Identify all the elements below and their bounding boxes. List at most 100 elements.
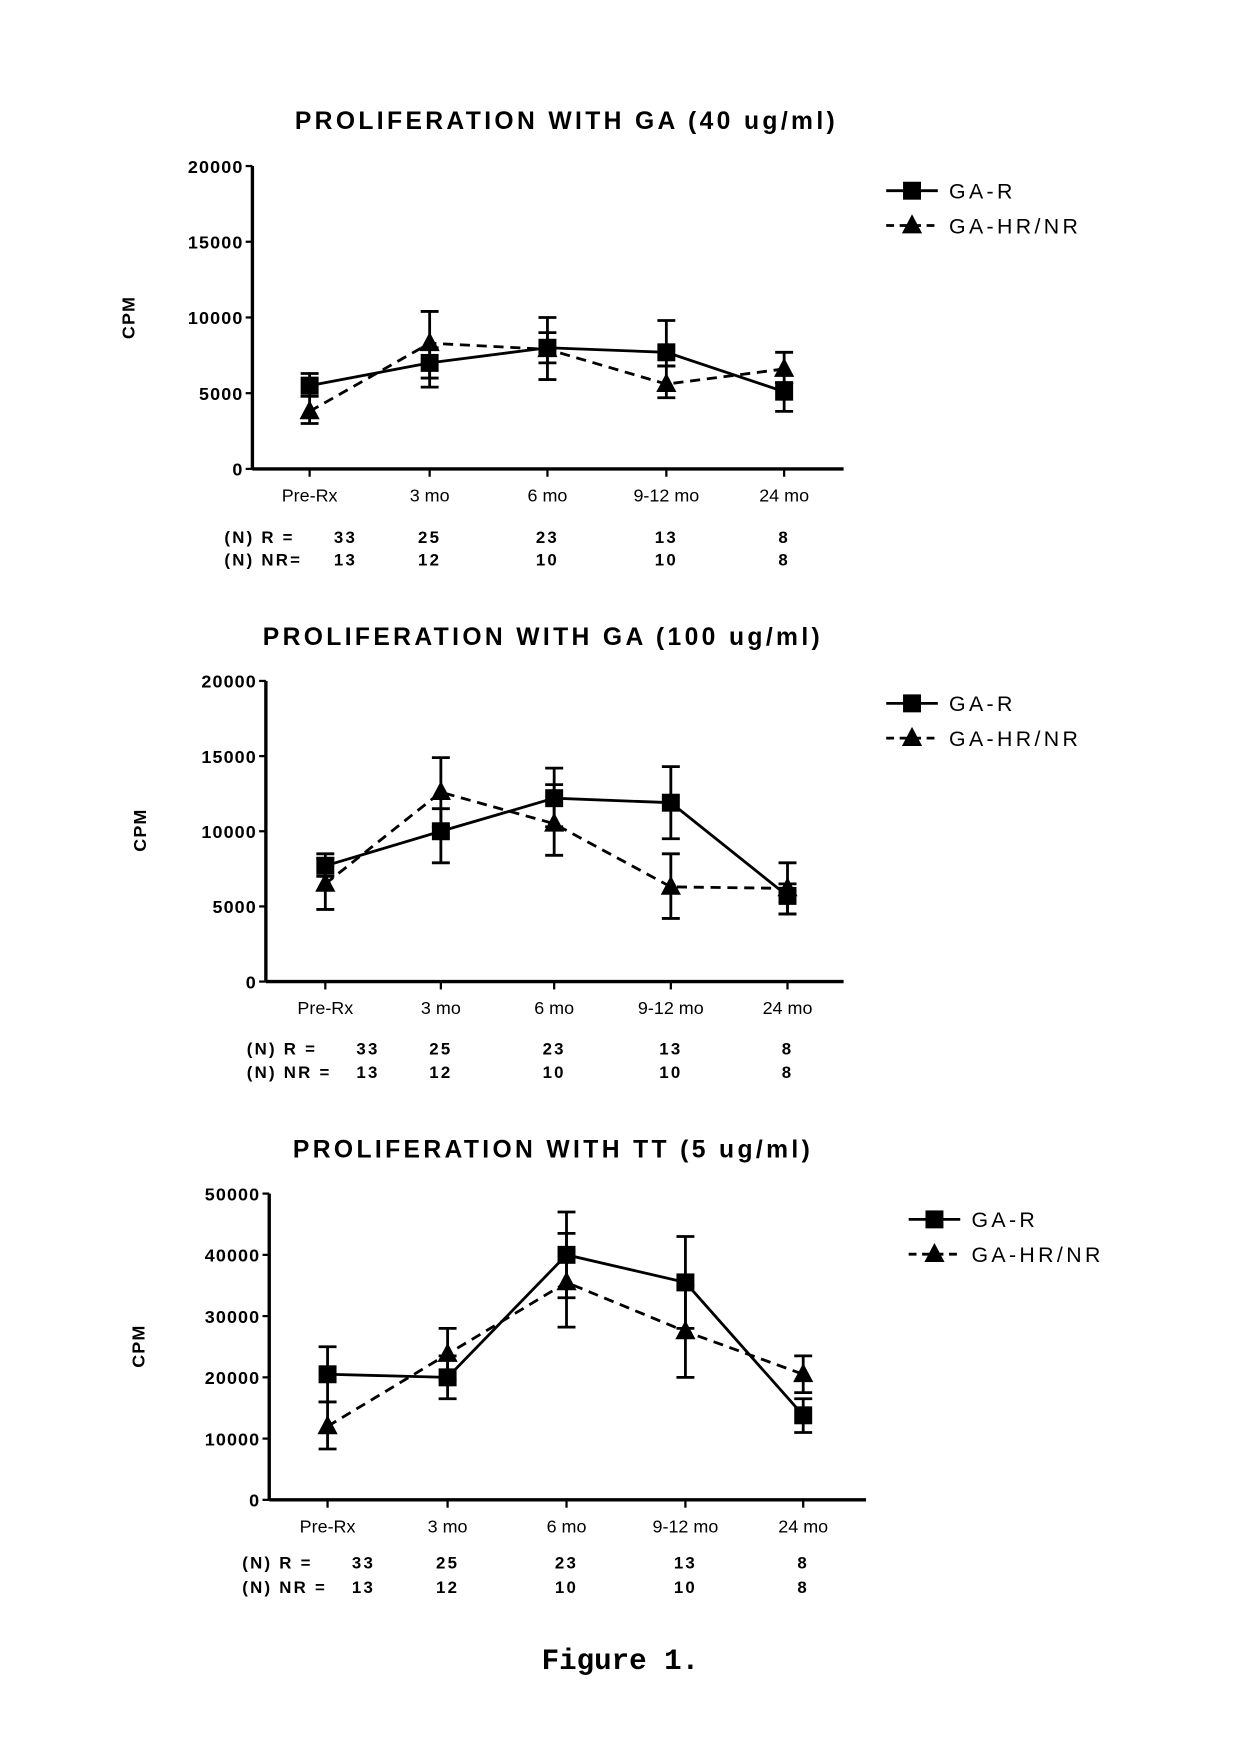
- data-point-triangle: [675, 1320, 696, 1340]
- n-row-value: 25: [429, 1039, 452, 1058]
- series-line-ga-r: [324, 796, 789, 897]
- n-row-label: (N) R =: [224, 528, 294, 547]
- figure-caption: Figure 1.: [542, 1645, 699, 1678]
- n-row-label: (N) R =: [247, 1039, 317, 1058]
- data-point-triangle: [437, 1342, 458, 1362]
- data-point-triangle: [315, 872, 336, 892]
- data-point-square: [300, 376, 319, 395]
- data-point-triangle: [793, 1363, 814, 1383]
- x-tick-label: Pre-Rx: [300, 1516, 356, 1536]
- data-point-square: [657, 343, 676, 362]
- n-row-value: 13: [659, 1039, 682, 1058]
- legend-triangle-icon: [901, 726, 923, 746]
- chart-title: PROLIFERATION WITH GA (40 ug/ml): [295, 108, 838, 135]
- n-row-value: 8: [797, 1553, 809, 1572]
- x-tick-label: 9-12 mo: [653, 1516, 719, 1536]
- x-tick-label: 6 mo: [534, 998, 574, 1018]
- legend-square-icon: [903, 694, 921, 713]
- n-row-value: 25: [418, 528, 441, 547]
- y-tick-label: 10000: [201, 822, 257, 842]
- y-tick-label: 0: [232, 460, 243, 480]
- n-row-value: 8: [778, 528, 790, 547]
- n-row-value: 13: [334, 550, 357, 569]
- n-row-label: (N) NR =: [247, 1063, 332, 1082]
- n-row-value: 10: [655, 550, 678, 569]
- data-point-square: [676, 1273, 695, 1292]
- x-tick-label: 3 mo: [421, 998, 461, 1018]
- legend-label: GA-R: [949, 180, 1016, 204]
- y-tick-label: 15000: [188, 232, 244, 252]
- n-row-value: 25: [436, 1553, 459, 1572]
- n-row-value: 8: [782, 1039, 794, 1058]
- x-tick-label: 24 mo: [759, 485, 809, 505]
- y-tick-label: 10000: [205, 1429, 260, 1449]
- x-tick-label: 6 mo: [527, 485, 567, 505]
- data-point-triangle: [419, 331, 440, 352]
- data-point-triangle: [777, 877, 798, 897]
- y-axis-label: CPM: [119, 296, 139, 339]
- n-row-value: 33: [356, 1039, 379, 1058]
- n-row-value: 23: [555, 1553, 578, 1572]
- legend-triangle-icon: [901, 214, 923, 234]
- data-point-triangle: [556, 1271, 577, 1291]
- x-tick-label: 24 mo: [763, 998, 813, 1018]
- y-tick-label: 20000: [205, 1368, 260, 1388]
- data-point-triangle: [544, 812, 565, 832]
- n-row-value: 12: [436, 1578, 459, 1597]
- legend-square-icon: [903, 181, 921, 200]
- data-point-square: [318, 1365, 337, 1384]
- x-tick-label: Pre-Rx: [297, 998, 353, 1018]
- n-row-value: 23: [543, 1039, 566, 1058]
- data-point-square: [775, 382, 794, 401]
- y-axis-label: CPM: [130, 809, 150, 852]
- n-row-label: (N) NR =: [242, 1578, 327, 1597]
- legend-label: GA-R: [949, 692, 1016, 716]
- y-tick-label: 30000: [205, 1307, 260, 1327]
- y-tick-label: 10000: [188, 308, 244, 328]
- n-row-value: 23: [536, 528, 559, 547]
- chart-title: PROLIFERATION WITH TT (5 ug/ml): [293, 1137, 813, 1164]
- y-tick-label: 50000: [205, 1184, 260, 1204]
- y-tick-label: 5000: [212, 897, 256, 917]
- y-tick-label: 0: [249, 1491, 260, 1511]
- data-point-triangle: [317, 1415, 338, 1435]
- x-tick-label: 6 mo: [547, 1516, 587, 1536]
- n-row-value: 12: [418, 550, 441, 569]
- data-point-triangle: [430, 780, 451, 801]
- n-row-value: 13: [356, 1063, 379, 1082]
- n-row-value: 33: [352, 1553, 375, 1572]
- data-point-triangle: [660, 875, 681, 895]
- y-tick-label: 5000: [199, 384, 243, 404]
- n-row-value: 8: [797, 1578, 809, 1597]
- n-row-value: 13: [352, 1578, 375, 1597]
- x-tick-label: 9-12 mo: [633, 485, 699, 505]
- n-row-value: 10: [555, 1578, 578, 1597]
- y-axis-label: CPM: [129, 1325, 149, 1368]
- legend-label: GA-HR/NR: [949, 214, 1081, 238]
- legend-label: GA-HR/NR: [971, 1243, 1103, 1267]
- x-tick-label: 3 mo: [428, 1516, 468, 1536]
- data-point-square: [794, 1406, 813, 1425]
- x-tick-label: 24 mo: [778, 1516, 828, 1536]
- data-point-triangle: [537, 338, 558, 358]
- n-row-label: (N) NR=: [224, 550, 302, 569]
- data-point-triangle: [299, 400, 320, 420]
- n-row-value: 8: [778, 550, 790, 569]
- y-tick-label: 20000: [201, 672, 257, 692]
- legend-triangle-icon: [924, 1242, 945, 1263]
- n-row-value: 10: [543, 1063, 566, 1082]
- n-row-value: 8: [782, 1063, 794, 1082]
- y-tick-label: 20000: [188, 157, 244, 177]
- n-row-value: 10: [536, 550, 559, 569]
- x-tick-label: 3 mo: [410, 485, 450, 505]
- legend-square-icon: [925, 1210, 944, 1229]
- y-tick-label: 40000: [205, 1246, 260, 1266]
- n-row-label: (N) R =: [242, 1553, 312, 1572]
- data-point-square: [661, 793, 680, 812]
- x-tick-label: 9-12 mo: [638, 998, 704, 1018]
- n-row-value: 10: [674, 1578, 697, 1597]
- legend-label: GA-HR/NR: [949, 727, 1081, 751]
- x-tick-label: Pre-Rx: [282, 485, 338, 505]
